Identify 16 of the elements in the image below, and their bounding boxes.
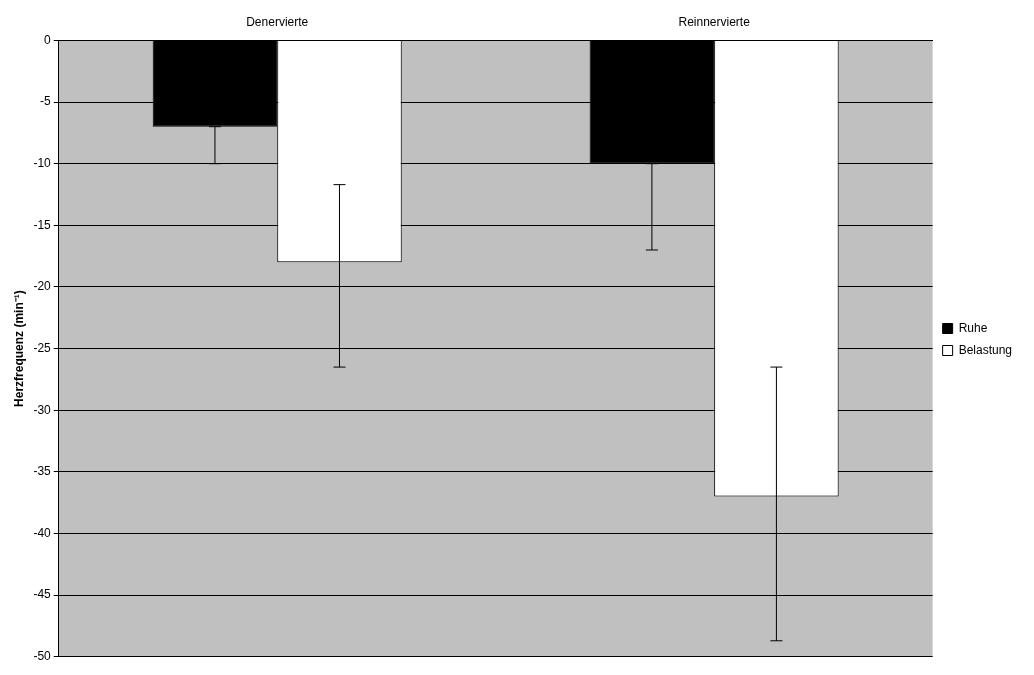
- legend-label: Belastung: [958, 342, 1012, 357]
- y-tick-label: -10: [33, 155, 52, 170]
- y-tick-label: 0: [44, 32, 52, 47]
- y-axis-title: Herzfrequenz (min⁻¹): [11, 290, 26, 407]
- y-tick-label: -15: [33, 217, 52, 232]
- y-tick-label: -20: [33, 279, 52, 294]
- y-tick-label: -45: [33, 587, 52, 602]
- y-tick-label: -5: [40, 94, 52, 109]
- y-tick-label: -25: [33, 340, 52, 355]
- y-tick-label: -35: [33, 464, 52, 479]
- y-tick-label: -30: [33, 402, 52, 417]
- legend-label: Ruhe: [958, 320, 988, 335]
- x-tick-label: Reinnervierte: [678, 14, 751, 29]
- y-tick-label: -50: [33, 649, 52, 664]
- y-tick-label: -40: [33, 525, 52, 540]
- x-tick-label: Denervierte: [246, 14, 309, 29]
